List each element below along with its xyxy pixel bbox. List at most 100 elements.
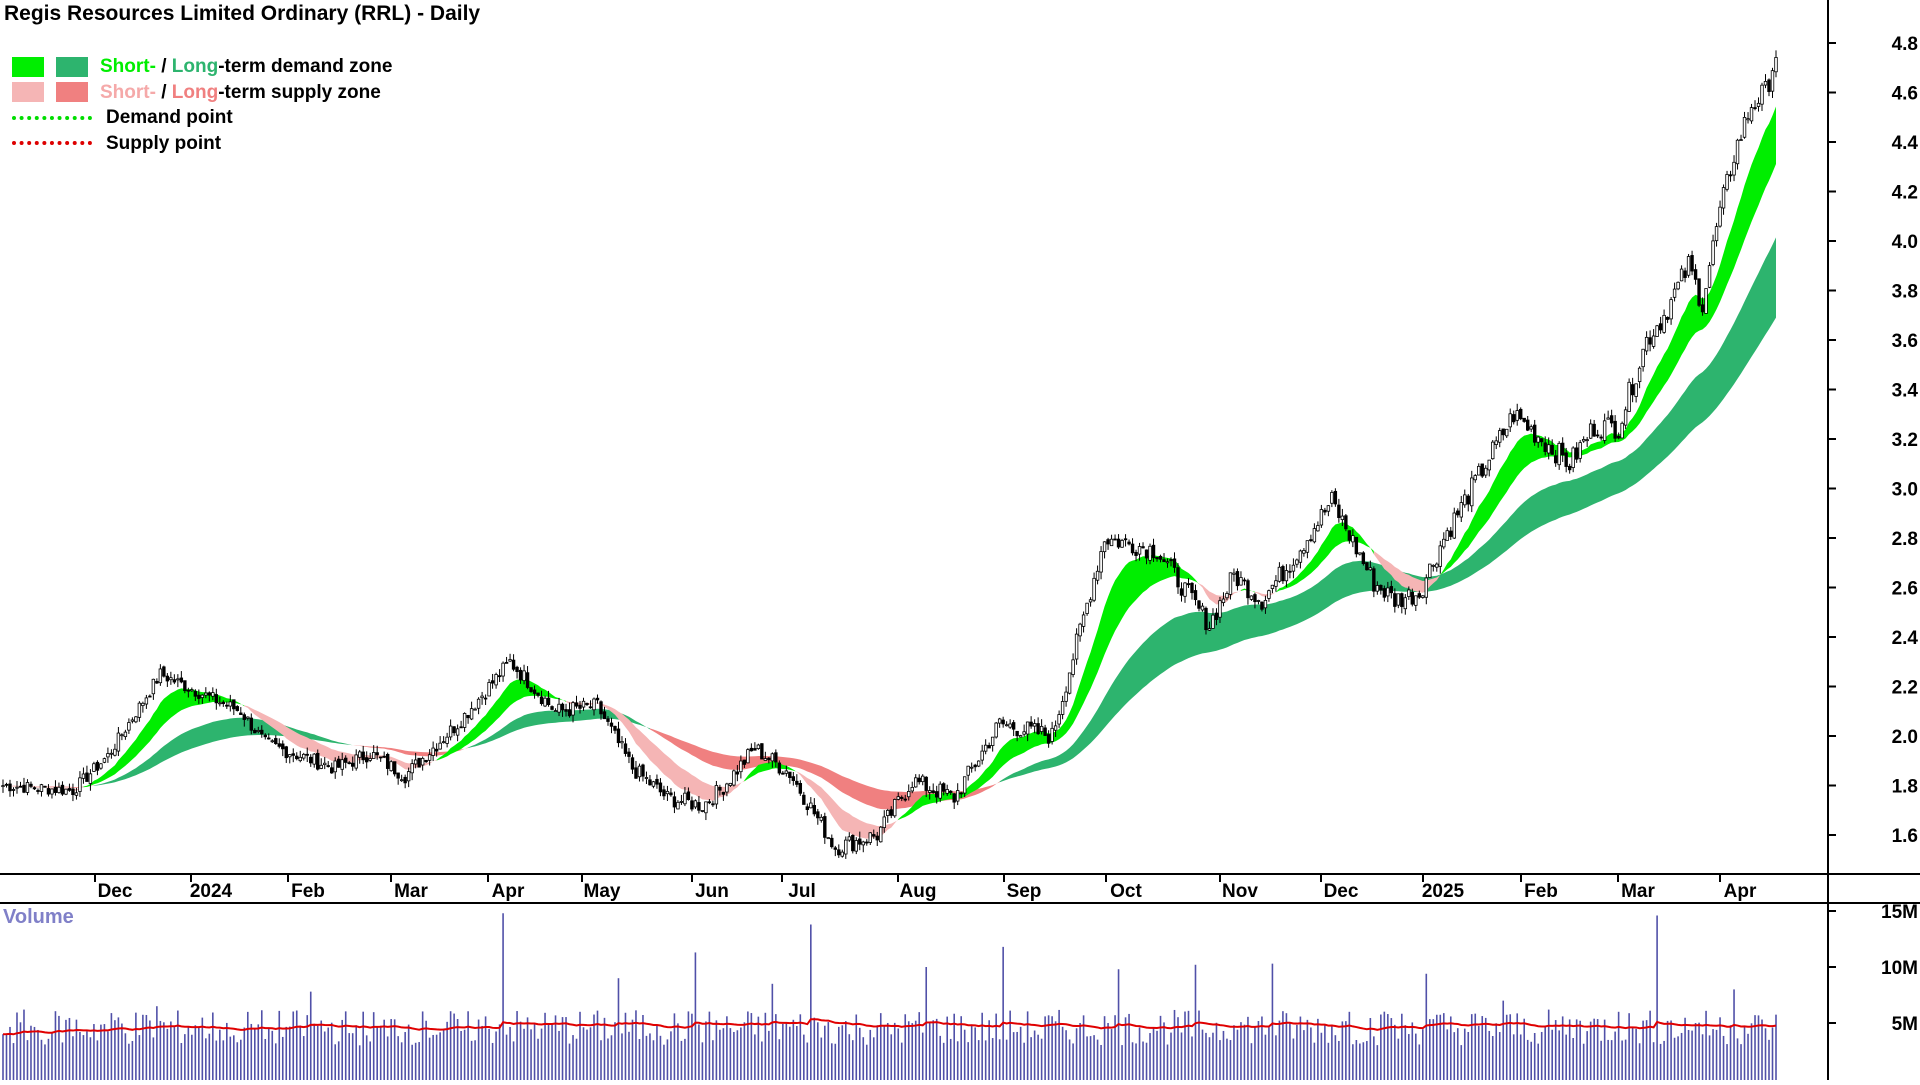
candle-body — [1523, 418, 1526, 421]
candle — [893, 799, 896, 818]
candle-body — [869, 833, 872, 843]
candle-body — [1694, 270, 1697, 280]
candle — [1505, 429, 1508, 438]
candle — [865, 839, 868, 846]
candle-body — [572, 703, 575, 715]
candle — [400, 775, 403, 782]
candle — [1729, 171, 1732, 182]
candle-body — [33, 788, 36, 789]
candle-body — [928, 791, 931, 793]
candle-body — [390, 762, 393, 771]
candle-body — [1107, 540, 1110, 544]
candle — [1201, 603, 1204, 612]
candle — [365, 751, 368, 768]
candle-body — [1051, 728, 1054, 741]
candle-body — [299, 757, 302, 760]
candle-body — [1163, 560, 1166, 562]
candle — [813, 798, 816, 816]
candle — [691, 797, 694, 812]
candle-body — [131, 720, 134, 721]
candle — [1750, 104, 1753, 124]
candle — [1100, 546, 1103, 579]
legend-demand-sep: / — [156, 54, 172, 80]
candle — [733, 770, 736, 787]
candle-body — [414, 760, 417, 764]
candle — [432, 742, 435, 761]
price-tick-label: 4.0 — [1892, 232, 1918, 253]
candle — [1114, 534, 1117, 540]
candle-body — [68, 789, 71, 791]
candle — [16, 781, 19, 794]
candle-body — [645, 777, 648, 778]
candle — [1453, 508, 1456, 539]
candle — [65, 789, 68, 795]
candle — [89, 769, 92, 791]
candle-body — [488, 682, 491, 696]
candle — [233, 699, 236, 715]
candle-body — [649, 780, 652, 785]
candle — [177, 674, 180, 687]
candle-body — [1446, 531, 1449, 541]
candle — [460, 721, 463, 728]
candle — [1044, 725, 1047, 736]
candle-body — [1642, 349, 1645, 366]
date-tick-label: May — [584, 881, 621, 902]
candle-body — [1033, 724, 1036, 727]
candle — [2, 779, 5, 792]
candle-body — [540, 697, 543, 704]
candle-body — [740, 761, 743, 772]
candle — [107, 748, 110, 763]
swatch-long-demand — [56, 57, 88, 77]
candle-body — [1442, 539, 1445, 547]
candle-body — [1568, 466, 1571, 469]
candle-body — [1079, 624, 1082, 636]
candle — [789, 772, 792, 784]
candle — [621, 736, 624, 749]
candle-body — [1303, 550, 1306, 553]
candle — [551, 705, 554, 710]
candle — [1747, 112, 1750, 123]
candle — [1764, 74, 1767, 88]
candle-body — [453, 727, 456, 733]
candle-body — [365, 758, 368, 762]
candle-body — [607, 719, 610, 722]
candle-body — [498, 676, 501, 677]
candle-body — [582, 701, 585, 707]
candle-body — [236, 706, 239, 710]
candle-body — [579, 705, 582, 708]
candle — [516, 666, 519, 679]
candle-body — [1261, 602, 1264, 609]
candle — [407, 768, 410, 788]
candle-body — [1649, 338, 1652, 344]
candle-body — [701, 810, 704, 811]
candle — [694, 799, 697, 809]
candle-body — [1198, 601, 1201, 609]
candle — [1317, 521, 1320, 531]
candle — [131, 717, 134, 723]
candle — [1663, 310, 1666, 334]
candle — [1754, 100, 1757, 110]
candle — [851, 834, 854, 853]
candle — [421, 757, 424, 771]
candle-body — [246, 717, 249, 718]
volume-tick-label: 10M — [1881, 958, 1918, 979]
candle-body — [561, 704, 564, 710]
candle-body — [1089, 600, 1092, 602]
candle — [1642, 349, 1645, 372]
candle-body — [806, 807, 809, 810]
candle-body — [1656, 326, 1659, 337]
candle-body — [565, 710, 568, 712]
candle — [390, 760, 393, 772]
candle-body — [722, 792, 725, 794]
candle-body — [1435, 564, 1438, 567]
candle-body — [963, 777, 966, 793]
legend-demand-rest: -term demand zone — [218, 54, 392, 80]
candle — [1435, 562, 1438, 571]
candle-body — [327, 766, 330, 767]
candle-body — [666, 791, 669, 793]
candle-body — [456, 729, 459, 735]
candle-body — [274, 738, 277, 743]
candle — [1530, 424, 1533, 432]
candle — [1079, 623, 1082, 642]
candle — [1089, 597, 1092, 607]
